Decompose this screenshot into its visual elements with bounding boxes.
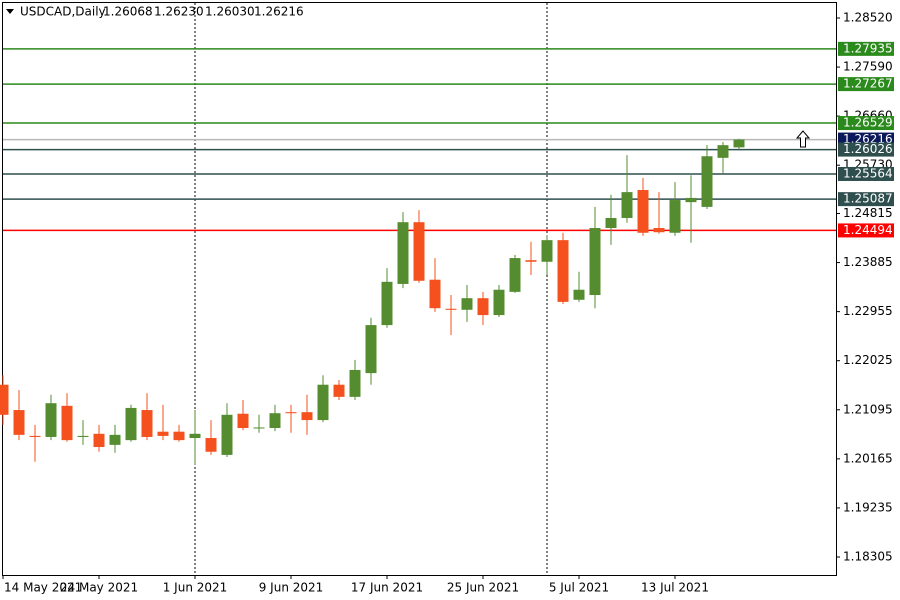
candle-body	[157, 431, 169, 436]
level-label-bg	[838, 77, 894, 92]
candle-body	[45, 403, 57, 437]
candle-body	[173, 431, 185, 441]
candle-body	[637, 190, 649, 233]
level-label: 1.25087	[843, 192, 893, 206]
candle-body	[733, 139, 745, 148]
candle-body	[653, 228, 665, 233]
level-label: 1.26026	[843, 142, 893, 156]
candle-body	[109, 434, 121, 445]
y-tick-label: 1.23885	[843, 255, 893, 269]
candle-body	[61, 405, 73, 441]
level-label: 1.25564	[843, 166, 893, 180]
candle-body	[413, 222, 425, 281]
menu-triangle	[6, 9, 14, 14]
candle-body	[621, 192, 633, 218]
y-tick-label: 1.22025	[843, 353, 893, 367]
candle-body	[93, 433, 105, 447]
plot-frame	[2, 2, 837, 576]
x-tick-label: 5 Jul 2021	[549, 581, 609, 595]
candle-body	[477, 298, 489, 316]
candle-body	[717, 145, 729, 158]
candle-body	[205, 438, 217, 452]
y-tick-label: 1.27590	[843, 60, 893, 74]
candle-body	[189, 433, 201, 439]
header-close: 1.26216	[254, 5, 304, 19]
x-tick-label: 17 Jun 2021	[351, 581, 423, 595]
level-label-bg	[838, 142, 894, 157]
candle-body	[541, 240, 553, 262]
candle-body	[701, 156, 713, 207]
y-tick-label: 1.19235	[843, 500, 893, 514]
level-label-bg	[838, 41, 894, 56]
candle-body	[221, 414, 233, 455]
level-label: 1.26216	[843, 132, 893, 146]
axis-ticks	[2, 17, 840, 579]
level-label: 1.27935	[843, 41, 893, 55]
x-tick-label: 24 May 2021	[60, 581, 138, 595]
y-tick-label: 1.20165	[843, 451, 893, 465]
candle-body	[557, 240, 569, 302]
y-tick-label: 1.22955	[843, 304, 893, 318]
candle-body	[573, 289, 585, 300]
candle-body	[461, 298, 473, 310]
level-label: 1.27267	[843, 77, 893, 91]
y-tick-label: 1.24815	[843, 206, 893, 220]
candle-body	[685, 197, 697, 203]
y-tick-label: 1.18305	[843, 550, 893, 564]
candle-body	[381, 281, 393, 326]
candle-body	[125, 407, 137, 441]
x-tick-label: 9 Jun 2021	[259, 581, 324, 595]
candle-body	[285, 412, 297, 414]
candle-body	[669, 200, 681, 233]
candle-body	[525, 260, 537, 262]
candle-body	[445, 308, 457, 310]
y-tick-label: 1.28520	[843, 10, 893, 24]
labels: 1.285201.275901.266601.257301.248151.238…	[4, 10, 894, 595]
x-tick-label: 13 Jul 2021	[641, 581, 709, 595]
candle-body	[509, 258, 521, 292]
header-low: 1.26030	[205, 5, 255, 19]
candle-body	[13, 410, 25, 435]
candle-body	[493, 289, 505, 316]
level-label: 1.24494	[843, 223, 893, 237]
level-label-bg	[838, 116, 894, 131]
x-tick-label: 25 Jun 2021	[447, 581, 519, 595]
candle-body	[141, 410, 153, 437]
candle-body	[365, 325, 377, 374]
candles	[0, 138, 745, 465]
candle-body	[253, 427, 265, 429]
candle-body	[589, 228, 601, 296]
candle-body	[269, 413, 281, 428]
arrow-icon	[795, 130, 811, 148]
y-tick-label: 1.21095	[843, 402, 893, 416]
x-tick-label: 1 Jun 2021	[163, 581, 228, 595]
candle-body	[77, 435, 89, 437]
level-label-bg	[838, 223, 894, 238]
candle-body	[333, 384, 345, 397]
candle-body	[349, 369, 361, 397]
symbol: USDCAD,Daily	[20, 5, 106, 19]
level-label-bg	[838, 192, 894, 207]
candle-body	[605, 217, 617, 229]
header-high: 1.26230	[154, 5, 204, 19]
candle-body	[301, 412, 313, 421]
candle-body	[317, 384, 329, 421]
period-separators	[194, 3, 548, 575]
x-tick-label: 14 May 2021	[4, 581, 82, 595]
level-label: 1.26529	[843, 116, 893, 130]
header-open: 1.26068	[103, 5, 153, 19]
candle-body	[29, 435, 41, 437]
candle-body	[429, 279, 441, 309]
candle-body	[237, 413, 249, 428]
candle-body	[0, 384, 9, 415]
candle-body	[397, 222, 409, 284]
level-label-bg	[838, 166, 894, 181]
